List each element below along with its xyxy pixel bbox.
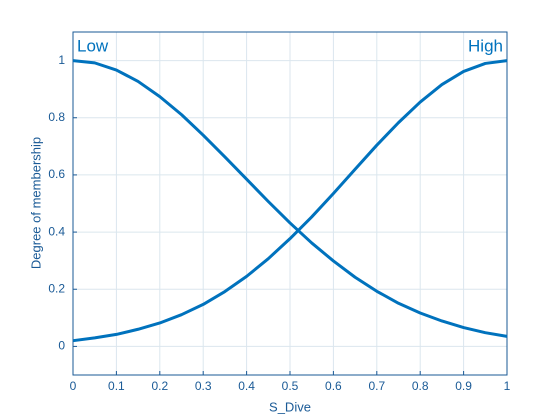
x-tick-label: 1	[504, 379, 511, 393]
x-axis-label: S_Dive	[269, 399, 311, 414]
x-tick-label: 0.7	[368, 379, 385, 393]
y-tick-label: 0.2	[48, 281, 65, 295]
y-tick-label: 1	[58, 53, 65, 67]
y-tick-label: 0	[58, 339, 65, 353]
x-tick-label: 0.2	[151, 379, 168, 393]
plot-frame	[72, 31, 508, 376]
x-tick-label: 0.5	[282, 379, 299, 393]
x-tick-label: 0.8	[412, 379, 429, 393]
y-tick-label: 0.6	[48, 167, 65, 181]
y-axis-label: Degree of membership	[28, 137, 43, 269]
membership-curve	[72, 59, 508, 338]
membership-curve	[72, 59, 508, 343]
curve-label: Low	[77, 36, 109, 55]
x-tick-label: 0.1	[108, 379, 125, 393]
x-tick-label: 0.3	[195, 379, 212, 393]
y-tick-label: 0.4	[48, 224, 65, 238]
x-tick-label: 0.6	[325, 379, 342, 393]
curve-label: High	[468, 36, 503, 55]
x-tick-label: 0.9	[455, 379, 472, 393]
x-tick-label: 0	[70, 379, 77, 393]
y-tick-label: 0.8	[48, 110, 65, 124]
x-tick-label: 0.4	[238, 379, 255, 393]
